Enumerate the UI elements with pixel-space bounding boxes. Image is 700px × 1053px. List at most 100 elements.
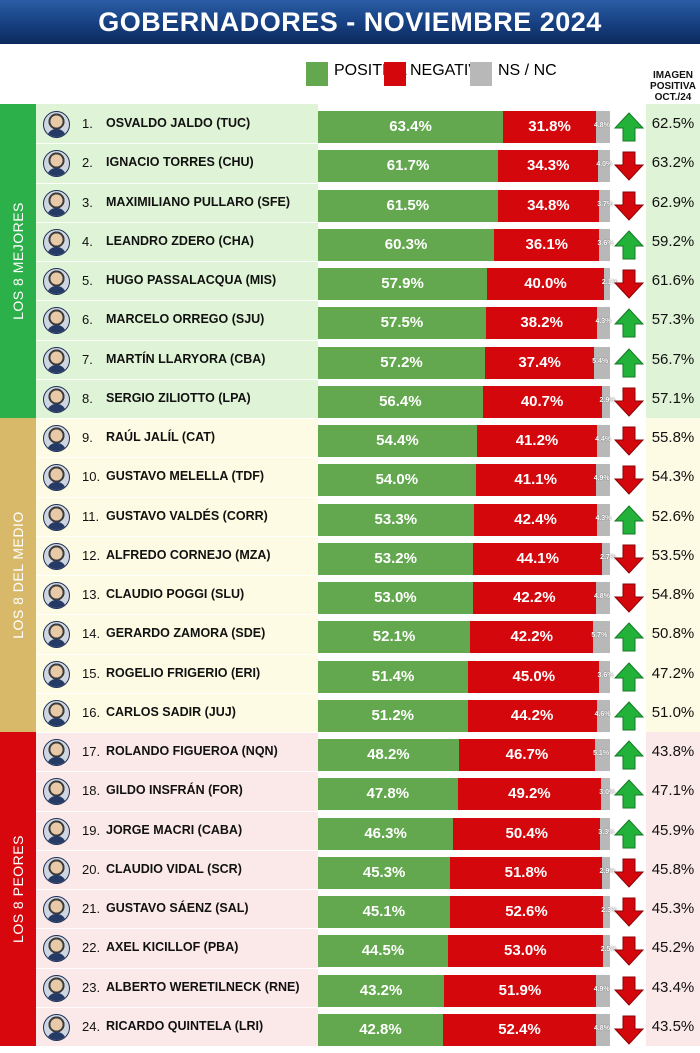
- table-row: 19. JORGE MACRI (CABA) 46.3% 50.4% 3.3% 45.9%: [0, 810, 700, 850]
- previous-header-line-3: OCT./24: [654, 92, 692, 103]
- avatar: [43, 425, 70, 452]
- bar-nsnc: [593, 621, 610, 654]
- table-row: 7. MARTÍN LLARYORA (CBA) 57.2% 37.4% 5.4% 56.…: [0, 339, 700, 379]
- table-row: 13. CLAUDIO POGGI (SLU) 53.0% 42.2% 4.8% 54.8…: [0, 575, 700, 614]
- label-nsnc: 4.4%: [595, 436, 612, 443]
- bar-positiva: 48.2%: [318, 739, 459, 771]
- legend-swatch-2: [470, 62, 492, 86]
- label-positiva: 54.4%: [376, 432, 419, 449]
- legend-label-1: NEGATIVA: [410, 62, 489, 79]
- label-nsnc: 2.5%: [600, 946, 617, 954]
- bar-negativa: 36.1%: [494, 228, 600, 261]
- arrow-shape: [614, 740, 644, 770]
- avatar-body: [47, 874, 66, 883]
- governor-name: GUSTAVO MELELLA (TDF): [106, 469, 265, 484]
- previous-value: 54.3%: [651, 468, 695, 486]
- bar-positiva: 45.3%: [318, 856, 451, 889]
- governor-name: MARTÍN LLARYORA (CBA): [106, 351, 266, 366]
- row-separator: [36, 221, 318, 223]
- previous-value: 45.8%: [651, 860, 695, 878]
- arrow-down-icon: [614, 191, 644, 221]
- previous-value: 45.2%: [651, 939, 695, 957]
- previous-value: 59.2%: [651, 232, 695, 250]
- bar-positiva: 45.1%: [318, 896, 450, 928]
- arrow-shape: [614, 976, 644, 1006]
- bar-positiva: 57.5%: [318, 307, 486, 340]
- row-separator: [36, 300, 318, 302]
- bar-positiva: 63.4%: [318, 111, 504, 143]
- bar-negativa: 37.4%: [485, 346, 595, 379]
- arrow-shape: [614, 230, 644, 260]
- label-nsnc: 3.6%: [597, 671, 614, 679]
- avatar: [43, 856, 70, 884]
- bar-negativa: 42.2%: [472, 582, 596, 614]
- bar-nsnc: [599, 189, 610, 222]
- rank-number: 21.: [82, 901, 101, 916]
- previous-value: 62.9%: [651, 193, 695, 211]
- row-separator: [36, 1006, 318, 1008]
- governor-name: ALBERTO WERETILNECK (RNE): [106, 979, 300, 994]
- label-nsnc: 5.7%: [591, 632, 608, 640]
- label-negativa: 42.2%: [510, 628, 553, 646]
- row-separator: [36, 575, 318, 576]
- bar-negativa: 51.8%: [450, 856, 602, 889]
- row-separator: [36, 378, 318, 380]
- table-row: 14. GERARDO ZAMORA (SDE) 52.1% 42.2% 5.7% 50.…: [0, 614, 700, 654]
- label-nsnc: 3.6%: [597, 239, 614, 247]
- avatar: [43, 621, 70, 649]
- rank-number: 22.: [82, 940, 101, 956]
- arrow-down-icon: [614, 936, 644, 966]
- rank-number: 7.: [82, 351, 93, 367]
- label-nsnc: 3.3%: [598, 828, 615, 836]
- table-row: 9. RAÚL JALÍL (CAT) 54.4% 41.2% 4.4% 55.8%: [0, 418, 700, 457]
- label-negativa: 38.2%: [520, 314, 563, 332]
- table-row: 16. CARLOS SADIR (JUJ) 51.2% 44.2% 4.6% 51.0%: [0, 692, 700, 732]
- bar-negativa: 44.2%: [467, 699, 597, 732]
- rank-number: 6.: [82, 312, 93, 328]
- label-positiva: 51.2%: [371, 706, 415, 724]
- arrow-shape: [614, 1015, 644, 1045]
- avatar: [43, 268, 70, 295]
- row-separator: [36, 143, 318, 145]
- governor-name: MARCELO ORREGO (SJU): [106, 312, 265, 327]
- rank-number: 24.: [82, 1018, 101, 1034]
- bar-negativa: 50.4%: [453, 817, 601, 850]
- arrow-up-icon: [614, 818, 644, 848]
- label-positiva: 51.4%: [371, 667, 415, 685]
- rank-number: 5.: [82, 273, 93, 288]
- rank-number: 19.: [82, 822, 101, 838]
- label-negativa: 42.2%: [513, 589, 556, 606]
- label-negativa: 37.4%: [518, 353, 561, 371]
- avatar-body: [47, 757, 66, 765]
- legend-swatch-0: [306, 62, 328, 86]
- label-positiva: 45.3%: [362, 863, 406, 881]
- previous-column-bg-0: [646, 104, 700, 418]
- label-nsnc: 2.3%: [601, 907, 618, 914]
- avatar: [43, 111, 70, 138]
- table-row: 20. CLAUDIO VIDAL (SCR) 45.3% 51.8% 2.9% 45.8…: [0, 849, 700, 889]
- label-positiva: 54.0%: [375, 471, 419, 489]
- arrow-up-icon: [614, 230, 644, 260]
- arrow-down-icon: [614, 1015, 644, 1045]
- avatar: [43, 464, 70, 492]
- avatar: [43, 307, 70, 335]
- label-negativa: 53.0%: [504, 942, 547, 960]
- rank-number: 23.: [82, 979, 101, 995]
- table-row: 5. HUGO PASSALACQUA (MIS) 57.9% 40.0% 2.1% 61…: [0, 261, 700, 300]
- rank-number: 16.: [82, 704, 101, 720]
- previous-header-line-2: POSITIVA: [650, 81, 696, 92]
- rank-number: 9.: [82, 430, 93, 445]
- label-positiva: 47.8%: [366, 785, 410, 803]
- label-positiva: 43.2%: [359, 981, 403, 999]
- arrow-up-icon: [614, 308, 644, 338]
- bar-nsnc: [601, 385, 610, 418]
- arrow-shape: [614, 622, 644, 652]
- label-negativa: 34.8%: [527, 196, 570, 214]
- row-separator: [36, 457, 318, 459]
- table-row: 1. OSVALDO JALDO (TUC) 63.4% 31.8% 4.8% 62.5%: [0, 104, 700, 143]
- label-negativa: 34.3%: [526, 157, 570, 175]
- bar-positiva: 43.2%: [318, 974, 445, 1007]
- group-band-0: LOS 8 MEJORES: [0, 104, 36, 418]
- arrow-up-icon: [614, 112, 644, 142]
- label-nsnc: 4.8%: [593, 122, 610, 129]
